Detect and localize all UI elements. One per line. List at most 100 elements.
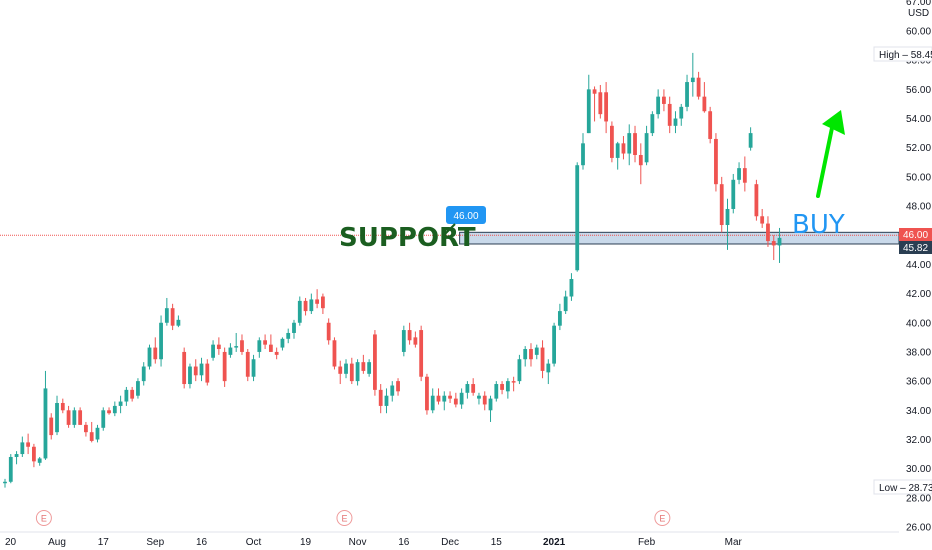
candle <box>615 141 620 170</box>
candle-body <box>378 389 383 406</box>
time-tick-label: Oct <box>246 537 262 548</box>
candle <box>453 392 458 408</box>
candle-body <box>396 381 400 392</box>
candle-body <box>216 344 221 350</box>
candle-body <box>309 299 314 312</box>
candle-body <box>742 168 747 183</box>
earnings-marker[interactable]: E <box>336 510 353 526</box>
candle <box>621 136 626 160</box>
candle <box>505 378 510 399</box>
candle-body <box>297 300 302 323</box>
candle <box>349 357 354 385</box>
candles-layer <box>3 52 782 488</box>
candle-body <box>14 454 19 457</box>
candle <box>355 359 360 386</box>
candle <box>378 384 383 414</box>
earnings-marker-circle <box>336 510 353 526</box>
candle-body <box>702 96 707 112</box>
candle-body <box>32 446 36 462</box>
candle-body <box>471 384 476 393</box>
candle-body <box>199 363 204 376</box>
earnings-marker[interactable]: E <box>35 510 52 526</box>
price-axis: USD <box>899 0 932 550</box>
candle <box>662 89 666 112</box>
candle-body <box>604 92 609 122</box>
support-annotation: SUPPORT <box>339 223 476 253</box>
buy-annotation: BUY <box>792 210 845 240</box>
candle <box>719 176 724 233</box>
candle <box>581 133 585 170</box>
candle <box>55 395 59 436</box>
last-price-label: 45.82 <box>899 241 932 254</box>
candle-body <box>552 325 556 364</box>
candle-body <box>390 385 395 396</box>
candle <box>32 443 36 468</box>
candle <box>442 391 447 411</box>
candle-body <box>419 330 424 377</box>
candle-body <box>638 155 643 166</box>
candle-body <box>436 395 441 402</box>
time-tick-label: Dec <box>441 537 459 548</box>
candle <box>557 303 562 331</box>
candle-body <box>465 384 470 393</box>
candle-body <box>633 133 637 155</box>
candle-body <box>263 340 267 345</box>
candle <box>84 421 88 437</box>
price-tick-label: 28.00 <box>906 493 931 504</box>
time-tick-label: 19 <box>300 537 312 548</box>
time-ticks: 20 Aug 17 Sep 16 Oct 19 Nov 16 Dec 15 2021 Feb Mar <box>5 537 743 548</box>
candle <box>644 125 649 166</box>
candle-body <box>222 351 227 382</box>
time-tick-label: Nov <box>349 537 367 548</box>
candle-body <box>598 92 603 115</box>
support-badge-value: 46.00 <box>453 211 478 222</box>
candle-body <box>55 403 59 433</box>
candle <box>234 332 239 352</box>
candle-body <box>719 184 724 226</box>
candle-body <box>315 299 320 304</box>
support-pointer <box>441 223 456 238</box>
candle-body <box>355 362 360 382</box>
earnings-marker[interactable]: E <box>654 510 671 526</box>
candle-body <box>8 456 13 482</box>
candle <box>696 71 701 100</box>
candle <box>326 318 331 345</box>
price-tick-label: 36.00 <box>906 377 931 388</box>
candle <box>240 334 244 355</box>
candle <box>222 347 227 387</box>
price-tick-label: 50.00 <box>906 172 931 183</box>
candle <box>159 315 163 367</box>
candle-body <box>777 237 782 246</box>
candle <box>332 337 337 370</box>
candle-body <box>540 347 545 371</box>
candle <box>575 162 580 272</box>
axis-badges: High – 58.45 Low – 28.73 46.00 45.82 <box>873 46 932 495</box>
candle <box>748 127 753 151</box>
candle <box>170 303 175 331</box>
candle-body <box>112 405 117 414</box>
candle-body <box>534 347 539 355</box>
candle-body <box>413 337 418 345</box>
candle-body <box>731 179 736 209</box>
candle <box>101 407 106 431</box>
candle <box>188 363 192 389</box>
candle <box>702 82 707 113</box>
candle <box>251 354 256 382</box>
candle <box>413 331 418 348</box>
svg-text:Low – 28.73: Low – 28.73 <box>879 483 932 494</box>
candle-body <box>280 338 285 348</box>
candle <box>321 293 325 315</box>
candle-body <box>610 125 614 158</box>
candle <box>390 381 395 402</box>
price-tick-label: 67.00 <box>906 0 931 8</box>
candle-body <box>592 89 597 94</box>
price-tick-label: 32.00 <box>906 435 931 446</box>
candle <box>425 373 429 415</box>
earnings-marker-label: E <box>659 514 665 524</box>
candle-body <box>141 366 146 382</box>
candle <box>95 424 100 443</box>
candle-body <box>240 340 244 352</box>
candle <box>176 315 181 328</box>
up-arrow <box>816 110 845 198</box>
candle-body <box>754 184 759 217</box>
